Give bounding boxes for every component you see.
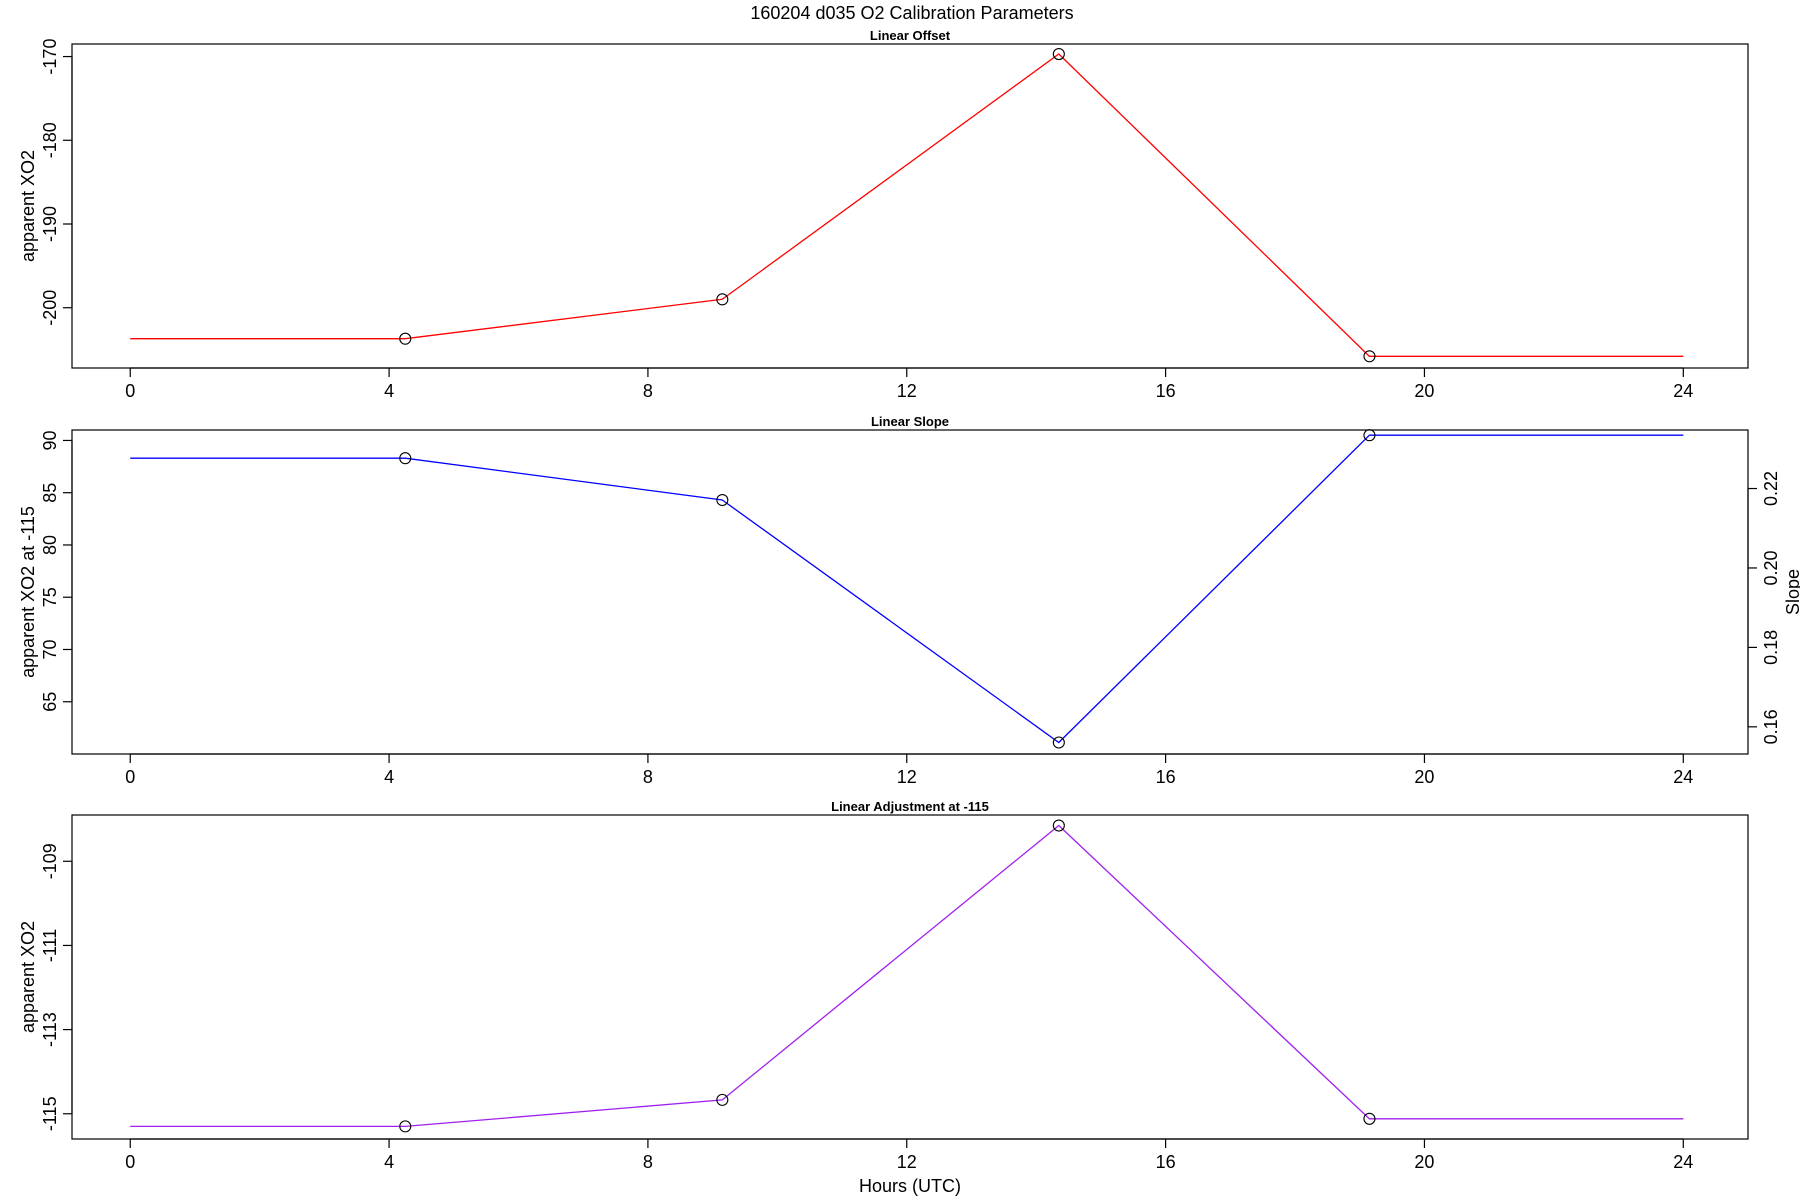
x-tick-label: 8 (643, 381, 653, 401)
x-tick-label: 0 (125, 767, 135, 787)
data-point (1052, 47, 1065, 61)
x-tick-label: 12 (897, 767, 917, 787)
y-axis-title: apparent XO2 at -115 (18, 506, 38, 678)
x-tick-label: 4 (384, 381, 394, 401)
y-tick-label: -200 (40, 290, 60, 326)
x-axis-title: Hours (UTC) (859, 1176, 961, 1196)
y-tick-label: 85 (40, 483, 60, 503)
data-point (1363, 1112, 1376, 1125)
x-tick-label: 16 (1156, 381, 1176, 401)
y-tick-label: 65 (40, 692, 60, 712)
x-tick-label: 20 (1414, 1152, 1434, 1172)
series-line-linear-slope (130, 434, 1684, 744)
y-axis-title: apparent XO2 (18, 150, 38, 262)
x-tick-label: 16 (1156, 1152, 1176, 1172)
x-tick-label: 8 (643, 767, 653, 787)
data-point (1052, 819, 1065, 832)
x-tick-label: 16 (1156, 767, 1176, 787)
data-point (716, 493, 729, 507)
figure-title: 160204 d035 O2 Calibration Parameters (750, 3, 1073, 23)
x-tick-label: 20 (1414, 767, 1434, 787)
right-tick-label: 0.18 (1761, 630, 1781, 665)
data-point (399, 452, 412, 465)
data-point (1363, 350, 1376, 363)
y-tick-label: -180 (40, 122, 60, 158)
x-tick-label: 12 (897, 381, 917, 401)
series-line-linear-adjustment (130, 824, 1684, 1128)
y-tick-label: 80 (40, 535, 60, 555)
panel-linear-slope: Linear Slope 0 4 8 12 16 20 24 65 70 75 80 85 90 appar… (18, 414, 1800, 787)
x-tick-label: 8 (643, 1152, 653, 1172)
right-tick-label: 0.22 (1761, 471, 1781, 506)
x-tick-label: 24 (1673, 767, 1693, 787)
series-line-linear-offset (130, 53, 1684, 357)
data-point (399, 332, 412, 345)
y-tick-label: -115 (40, 1096, 60, 1131)
x-tick-label: 12 (897, 1152, 917, 1172)
panel-linear-adjustment: Linear Adjustment at -115 0 4 8 12 16 20 24 -115… (18, 799, 1749, 1196)
y-tick-label: -190 (40, 206, 60, 242)
data-point (716, 293, 729, 306)
right-axis-title: Slope (1783, 569, 1800, 615)
x-tick-label: 4 (384, 767, 394, 787)
y-tick-label: 70 (40, 639, 60, 659)
panel-title-linear-slope: Linear Slope (871, 414, 949, 429)
y-tick-label: -111 (40, 929, 60, 962)
x-tick-label: 24 (1673, 1152, 1693, 1172)
y-axis-title: apparent XO2 (18, 921, 38, 1033)
y-tick-label: -170 (40, 39, 60, 75)
y-tick-label: -113 (40, 1012, 60, 1047)
right-tick-label: 0.20 (1761, 550, 1781, 585)
x-tick-label: 20 (1414, 381, 1434, 401)
x-tick-label: 4 (384, 1152, 394, 1172)
panel-title-linear-adjustment: Linear Adjustment at -115 (831, 799, 989, 814)
data-point (1052, 736, 1065, 749)
x-tick-label: 0 (125, 381, 135, 401)
data-point (399, 1120, 412, 1133)
y-tick-label: 75 (40, 587, 60, 607)
y-tick-label: -109 (40, 843, 60, 879)
x-tick-label: 0 (125, 1152, 135, 1172)
x-tick-label: 24 (1673, 381, 1693, 401)
data-point (716, 1093, 729, 1106)
panel-linear-offset: Linear Offset 0 4 8 12 16 20 24 -200 -190 -180 -170… (18, 28, 1749, 401)
y-tick-label: 90 (40, 430, 60, 450)
data-point (1363, 429, 1376, 442)
panel-title-linear-offset: Linear Offset (870, 28, 951, 43)
right-tick-label: 0.16 (1761, 709, 1781, 744)
